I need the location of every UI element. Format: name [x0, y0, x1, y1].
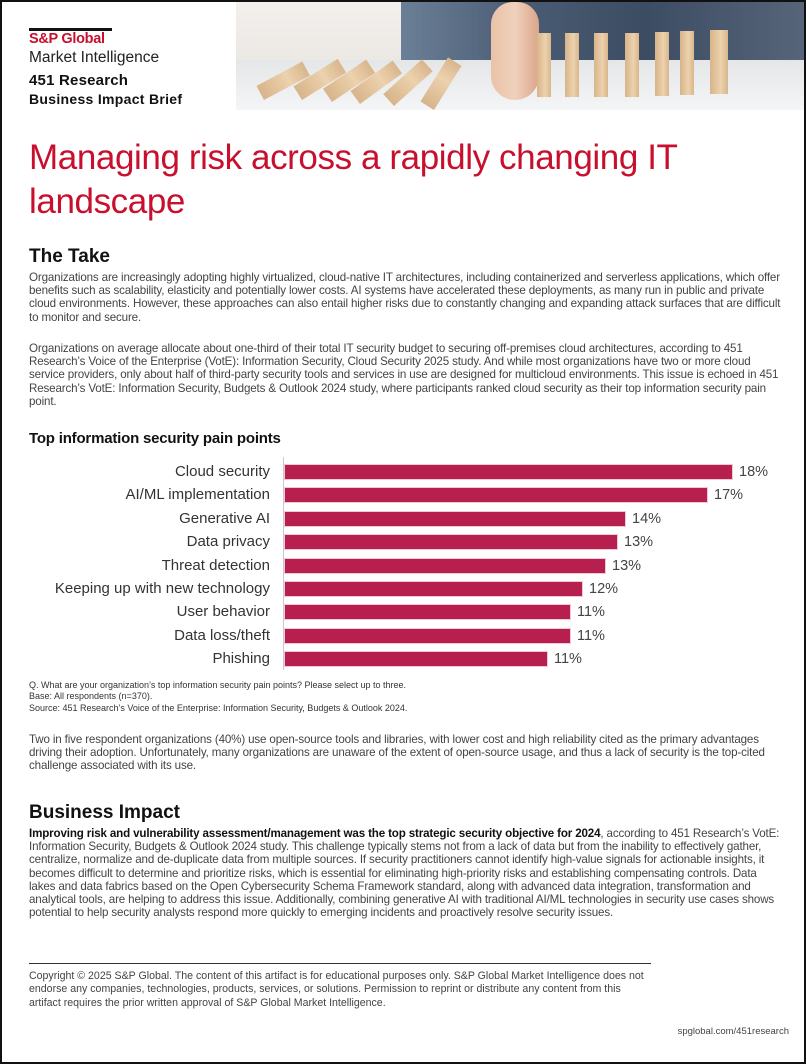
- chart-row: Data loss/theft 11%: [2, 626, 804, 645]
- chart-category-label: Data loss/theft: [174, 626, 270, 644]
- business-impact-heading: Business Impact: [29, 802, 180, 823]
- domino-standing: [625, 33, 639, 97]
- chart-value-label: 11%: [554, 651, 582, 668]
- chart-category-label: AI/ML implementation: [125, 486, 270, 504]
- chart-question: Q. What are your organization’s top info…: [29, 680, 407, 690]
- domino-standing: [710, 30, 728, 94]
- business-impact-body: , according to 451 Research’s VotE: Info…: [29, 827, 780, 920]
- chart-row: Cloud security 18%: [2, 463, 804, 481]
- chart-value-label: 18%: [739, 464, 769, 480]
- open-source-paragraph: Two in five respondent organizations (40…: [29, 733, 765, 773]
- chart-category-label: Cloud security: [174, 463, 270, 480]
- domino-standing: [680, 31, 694, 95]
- chart-category-label: Generative AI: [179, 509, 270, 527]
- chart-bar: [284, 651, 548, 668]
- footer-url-link[interactable]: spglobal.com/451research: [677, 1026, 789, 1037]
- chart-category-label: Data privacy: [186, 533, 270, 551]
- doc-type-label: Business Impact Brief: [29, 91, 183, 107]
- domino-standing: [565, 33, 579, 97]
- hero-image-dominoes: [236, 2, 804, 110]
- bar-chart: Cloud security 18% AI/ML implementation 17%…: [2, 457, 804, 672]
- domino-standing: [537, 33, 551, 97]
- page-title: Managing risk across a rapidly changing …: [29, 138, 677, 221]
- chart-category-label: Keeping up with new technology: [54, 580, 270, 597]
- chart-row: AI/ML implementation 17%: [2, 486, 804, 504]
- chart-category-label: User behavior: [176, 603, 270, 621]
- chart-bar: [284, 604, 571, 621]
- chart-bar: [284, 464, 733, 480]
- chart-row: Keeping up with new technology 12%: [2, 580, 804, 598]
- chart-value-label: 13%: [612, 557, 642, 574]
- chart-category-label: Threat detection: [161, 556, 270, 574]
- chart-value-label: 17%: [714, 487, 744, 504]
- business-impact-lead: Improving risk and vulnerability assessm…: [29, 827, 601, 840]
- business-impact-paragraph: Improving risk and vulnerability assessm…: [29, 827, 781, 919]
- research-label: 451 Research: [29, 72, 129, 89]
- chart-bar: [284, 557, 606, 574]
- the-take-paragraph-1: Organizations are increasingly adopting …: [29, 271, 781, 324]
- logo-rule: [29, 28, 112, 31]
- chart-notes: Q. What are your organization’s top info…: [29, 680, 407, 714]
- chart-value-label: 12%: [589, 581, 619, 597]
- chart-row: User behavior 11%: [2, 603, 804, 621]
- chart-bar: [284, 487, 708, 504]
- chart-row: Data privacy 13%: [2, 533, 804, 551]
- chart-value-label: 11%: [577, 627, 605, 644]
- chart-category-label: Phishing: [212, 650, 270, 668]
- chart-row: Phishing 11%: [2, 650, 804, 668]
- brand-subtitle: Market Intelligence: [29, 49, 160, 66]
- chart-bar: [284, 534, 618, 551]
- the-take-paragraph-2: Organizations on average allocate about …: [29, 342, 779, 408]
- chart-value-label: 14%: [632, 510, 662, 527]
- chart-bar: [284, 627, 571, 644]
- chart-axis-line: [283, 457, 284, 670]
- chart-bar: [284, 581, 583, 597]
- chart-row: Threat detection 13%: [2, 556, 804, 575]
- the-take-heading: The Take: [29, 246, 110, 267]
- footer-rule: [29, 963, 651, 964]
- chart-source: Source: 451 Research’s Voice of the Ente…: [29, 702, 408, 713]
- chart-value-label: 11%: [577, 604, 605, 621]
- hero-hand: [491, 2, 539, 100]
- chart-title: Top information security pain points: [29, 430, 281, 447]
- domino-standing: [655, 32, 669, 96]
- chart-value-label: 13%: [624, 534, 654, 551]
- domino-standing: [594, 33, 608, 97]
- copyright-notice: Copyright © 2025 S&P Global. The content…: [29, 970, 644, 1009]
- chart-row: Generative AI 14%: [2, 509, 804, 528]
- brand-logo: S&P Global: [29, 31, 105, 47]
- chart-bar: [284, 510, 626, 527]
- chart-base: Base: All respondents (n=370).: [29, 691, 153, 702]
